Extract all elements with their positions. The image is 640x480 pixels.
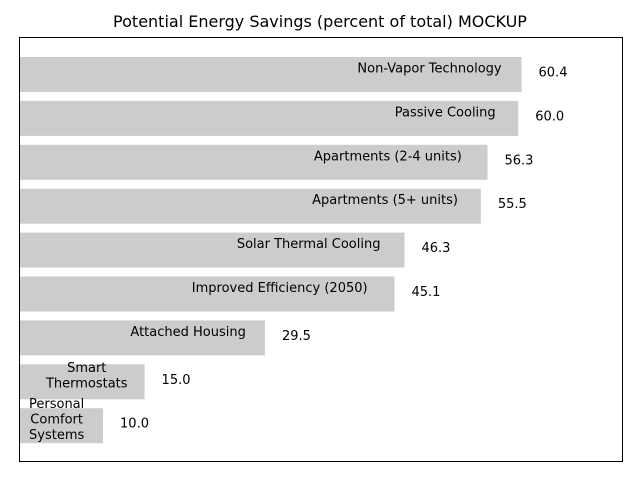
category-label: Improved Efficiency (2050) xyxy=(192,281,368,296)
bar xyxy=(20,364,145,400)
category-label: Apartments (2-4 units) xyxy=(314,149,462,164)
bar xyxy=(20,276,395,312)
category-label: Personal Comfort Systems xyxy=(29,397,84,443)
chart-title: Potential Energy Savings (percent of tot… xyxy=(113,12,527,31)
value-label: 55.5 xyxy=(498,197,527,212)
bar xyxy=(20,100,519,136)
value-label: 45.1 xyxy=(411,285,440,300)
category-label: Non-Vapor Technology xyxy=(357,62,502,77)
category-label: Solar Thermal Cooling xyxy=(237,237,381,252)
value-label: 56.3 xyxy=(504,153,533,168)
value-label: 15.0 xyxy=(162,373,191,388)
category-label: Smart Thermostats xyxy=(45,361,128,392)
category-label: Apartments (5+ units) xyxy=(312,193,458,208)
value-label: 10.0 xyxy=(120,417,149,432)
bars-layer xyxy=(20,57,522,444)
bar xyxy=(20,232,405,268)
plot-frame xyxy=(19,37,623,462)
value-label: 60.0 xyxy=(535,109,564,124)
category-label: Attached Housing xyxy=(130,325,245,340)
value-label: 46.3 xyxy=(421,241,450,256)
bar xyxy=(20,320,265,356)
bar xyxy=(20,144,488,180)
category-label: Passive Cooling xyxy=(395,105,496,120)
labels-layer: Non-Vapor Technology 60.4 Passive Cooling 6… xyxy=(29,62,567,444)
bar xyxy=(20,57,522,92)
value-label: 29.5 xyxy=(282,329,311,344)
bar xyxy=(20,188,481,224)
value-label: 60.4 xyxy=(539,66,568,81)
bar xyxy=(20,408,104,444)
